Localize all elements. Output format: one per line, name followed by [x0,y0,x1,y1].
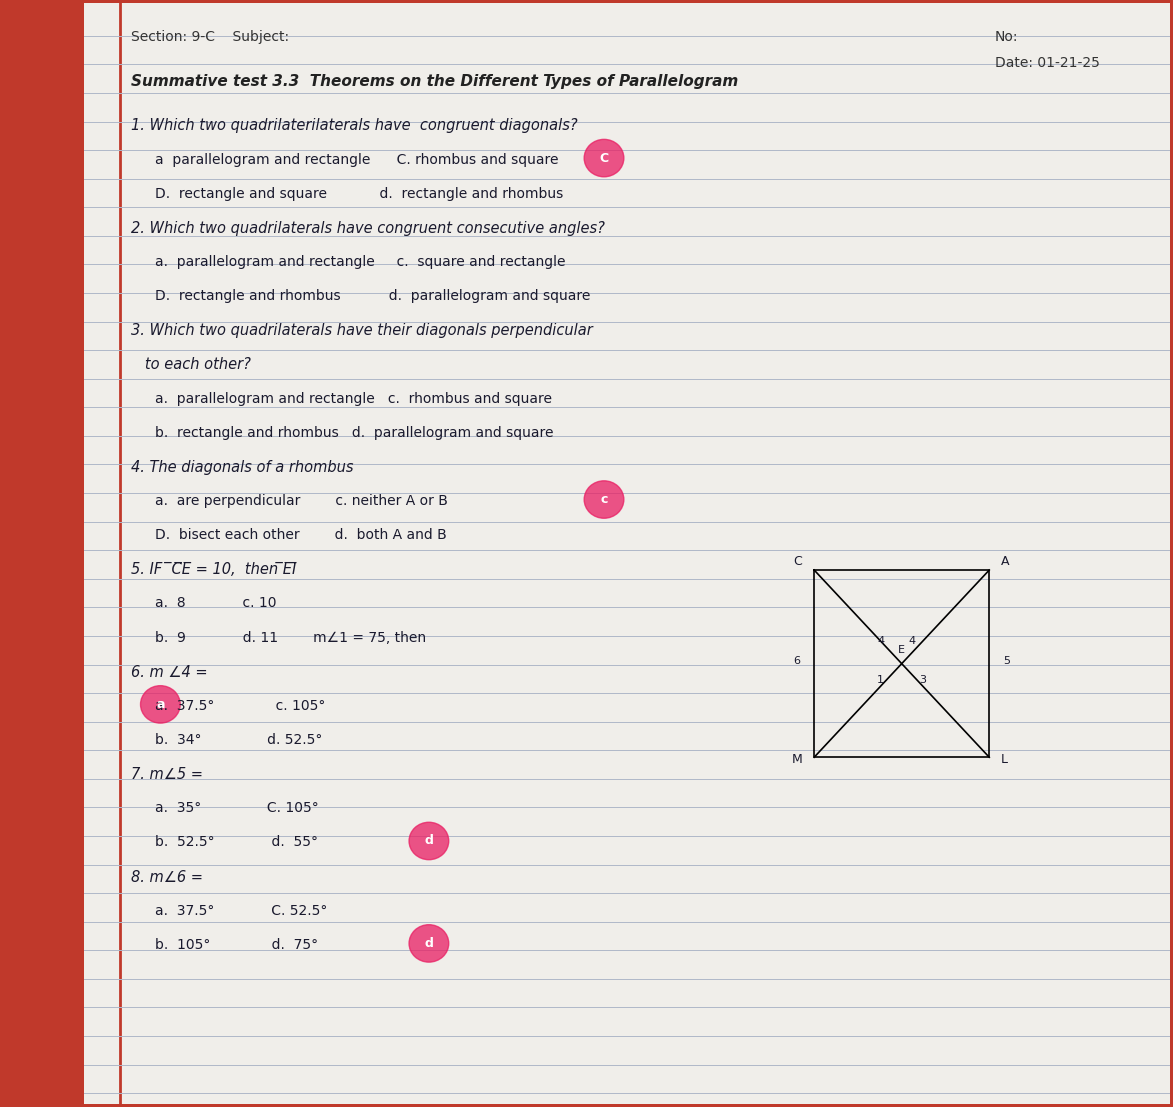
Text: 5. IF  ̅C̅E̅ = 10,  then ̅E̅I̅: 5. IF ̅C̅E̅ = 10, then ̅E̅I̅ [131,562,297,578]
Text: to each other?: to each other? [131,358,251,372]
Text: b.  9             d. 11        m∠1 = 75, then: b. 9 d. 11 m∠1 = 75, then [155,631,426,644]
Circle shape [409,924,449,962]
Text: b.  34°               d. 52.5°: b. 34° d. 52.5° [155,733,321,747]
Text: 5: 5 [1003,655,1010,665]
Text: 6. m ∠4 =: 6. m ∠4 = [131,664,208,680]
Text: 4: 4 [877,635,884,645]
Text: Section: 9-C    Subject:: Section: 9-C Subject: [131,30,290,44]
Circle shape [141,685,181,723]
Text: 4. The diagonals of a rhombus: 4. The diagonals of a rhombus [131,459,354,475]
Text: No:: No: [995,30,1018,44]
Text: d: d [425,937,433,950]
Text: 2. Which two quadrilaterals have congruent consecutive angles?: 2. Which two quadrilaterals have congrue… [131,221,605,236]
Text: c: c [601,493,608,506]
Text: 1. Which two quadrilaterilaterals have  congruent diagonals?: 1. Which two quadrilaterilaterals have c… [131,118,578,134]
Text: 1: 1 [877,675,884,685]
Text: a.  37.5°             C. 52.5°: a. 37.5° C. 52.5° [155,903,327,918]
Text: 8. m∠6 =: 8. m∠6 = [131,870,203,884]
Circle shape [584,480,624,518]
Text: C: C [599,152,609,165]
Text: D.  bisect each other        d.  both A and B: D. bisect each other d. both A and B [155,528,446,542]
Text: C: C [794,555,802,568]
Text: a: a [156,697,164,711]
Text: 6: 6 [793,655,800,665]
Text: a  parallelogram and rectangle      C. rhombus and square: a parallelogram and rectangle C. rhombus… [155,153,558,166]
Text: 4: 4 [909,635,916,645]
Text: b.  rectangle and rhombus   d.  parallelogram and square: b. rectangle and rhombus d. parallelogra… [155,426,552,439]
Text: Summative test 3.3  Theorems on the Different Types of Parallelogram: Summative test 3.3 Theorems on the Diffe… [131,74,739,90]
Text: b.  105°              d.  75°: b. 105° d. 75° [155,938,318,952]
Circle shape [584,139,624,177]
Text: a.  8             c. 10: a. 8 c. 10 [155,597,276,610]
Text: D.  rectangle and square            d.  rectangle and rhombus: D. rectangle and square d. rectangle and… [155,187,563,200]
Text: M: M [792,753,802,766]
Text: D.  rectangle and rhombus           d.  parallelogram and square: D. rectangle and rhombus d. parallelogra… [155,289,590,303]
Text: E: E [899,644,906,654]
Text: Date: 01-21-25: Date: 01-21-25 [995,55,1100,70]
Text: 3: 3 [920,675,927,685]
Text: d: d [425,835,433,848]
FancyBboxPatch shape [84,3,1171,1104]
Text: a.  35°               C. 105°: a. 35° C. 105° [155,801,318,816]
Circle shape [409,823,449,860]
Text: a.  37.5°              c. 105°: a. 37.5° c. 105° [155,699,325,713]
Text: a.  are perpendicular        c. neither A or B: a. are perpendicular c. neither A or B [155,494,447,508]
Text: 7. m∠5 =: 7. m∠5 = [131,767,203,783]
Text: a.  parallelogram and rectangle     c.  square and rectangle: a. parallelogram and rectangle c. square… [155,255,565,269]
Text: L: L [1001,753,1008,766]
Text: b.  52.5°             d.  55°: b. 52.5° d. 55° [155,836,318,849]
Text: a.  parallelogram and rectangle   c.  rhombus and square: a. parallelogram and rectangle c. rhombu… [155,392,551,405]
Text: 3. Which two quadrilaterals have their diagonals perpendicular: 3. Which two quadrilaterals have their d… [131,323,592,339]
Text: A: A [1001,555,1010,568]
